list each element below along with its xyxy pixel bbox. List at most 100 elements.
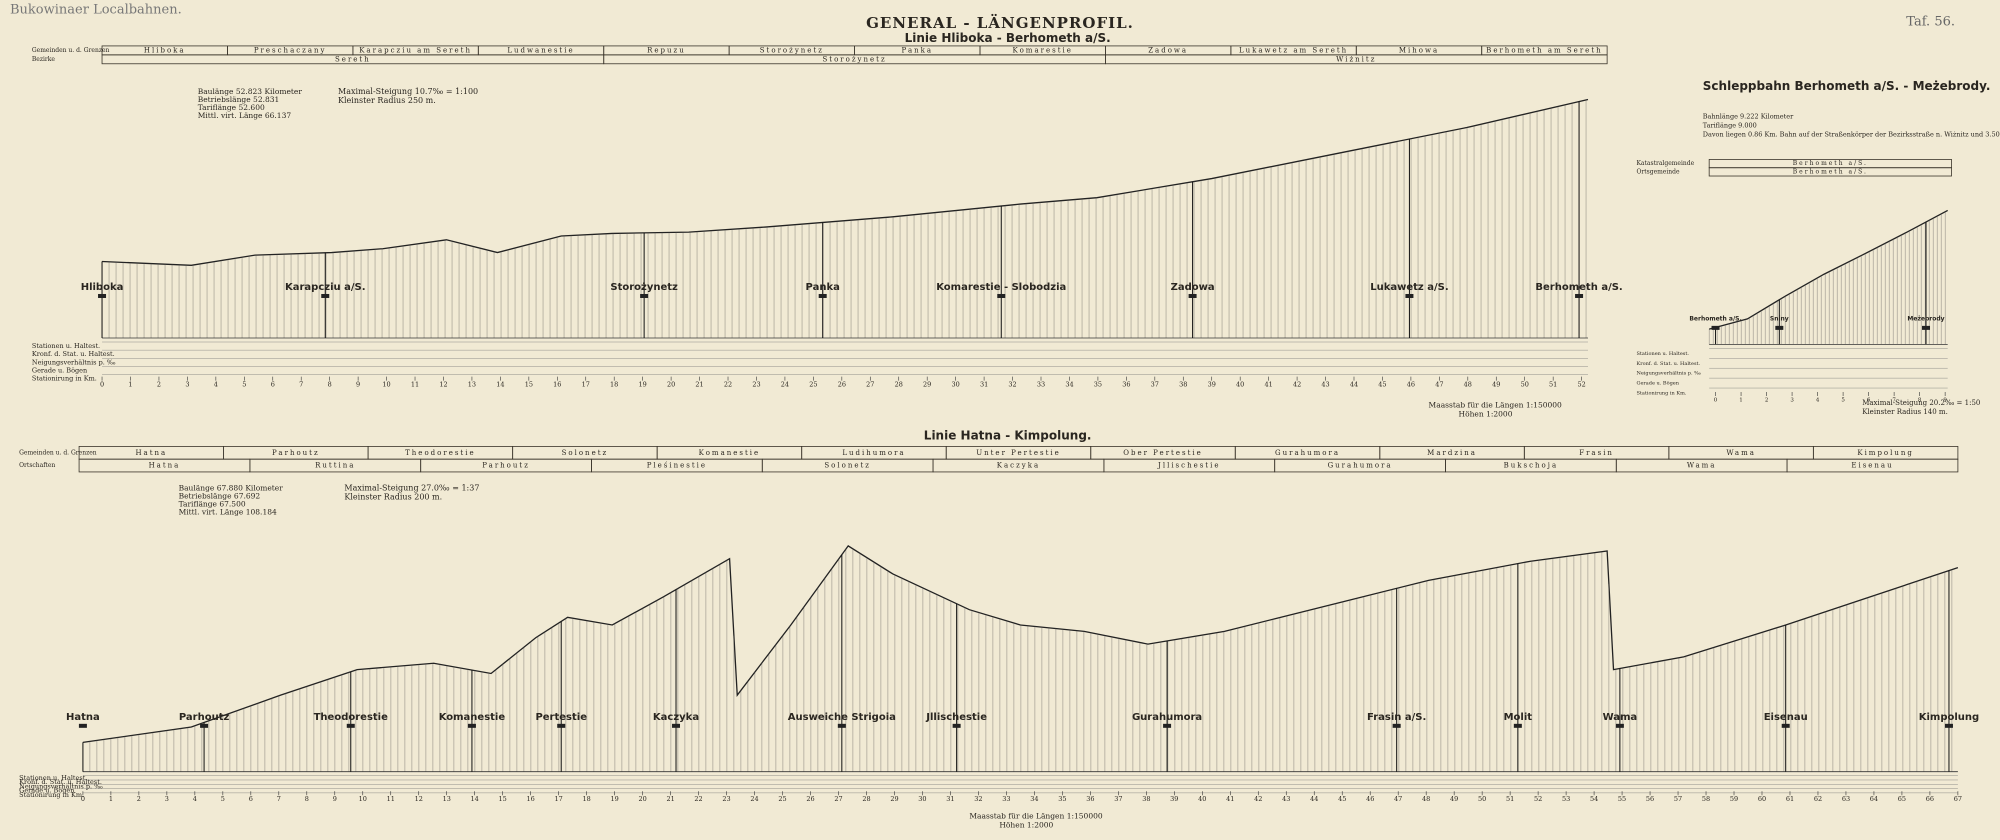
km-label: 14	[496, 381, 504, 389]
km-label: 15	[525, 381, 533, 389]
km-label: 53	[1562, 795, 1570, 803]
km-label: 67	[1954, 795, 1962, 803]
km-label: 44	[1310, 795, 1318, 803]
station-flag	[952, 723, 961, 728]
km-label: 21	[695, 381, 703, 389]
station-name: Berhometh a/S.	[1689, 315, 1741, 322]
row-label: Stationen u. Haltest.	[19, 774, 87, 782]
station-flag	[1188, 293, 1197, 298]
scale-note: Maasstab für die Längen 1:150000	[969, 811, 1102, 820]
station-name: Wama	[1603, 712, 1638, 723]
km-label: 58	[1702, 795, 1710, 803]
km-label: 51	[1549, 381, 1557, 389]
km-label: 26	[806, 795, 814, 803]
profile: Linie Hatna - Kimpolung. Gemeinden u. d. …	[19, 429, 1979, 830]
band-label: Ortschaften	[19, 462, 55, 469]
km-label: 5	[1841, 397, 1845, 403]
band-name: Pleśinestie	[647, 462, 707, 470]
band-label: Gemeinden u. d. Grenzen	[32, 47, 110, 54]
km-label: 37	[1114, 795, 1122, 803]
km-label: 28	[862, 795, 870, 803]
scale-note: Höhen 1:2000	[1459, 410, 1513, 419]
station-flag	[1944, 723, 1953, 728]
km-label: 34	[1065, 381, 1073, 389]
stat-line: Baulänge 52.823 Kilometer	[198, 87, 303, 96]
station-flag	[1922, 325, 1931, 330]
km-label: 6	[271, 381, 275, 389]
row-label: Neigungsverhältnis p. ‰	[19, 782, 103, 790]
band-name: Lukawetz am Sereth	[1239, 46, 1348, 54]
km-label: 3	[185, 381, 189, 389]
km-label: 52	[1577, 381, 1585, 389]
km-label: 41	[1226, 795, 1234, 803]
row-label: Kronf. d. Stat. u. Haltest.	[19, 778, 102, 786]
km-label: 11	[387, 795, 395, 803]
km-label: 60	[1758, 795, 1766, 803]
band-name: Repuzu	[647, 46, 686, 54]
km-label: 0	[1714, 397, 1718, 403]
km-label: 9	[333, 795, 337, 803]
station-name: Komarestie - Slobodzia	[936, 282, 1066, 293]
gradient-note: Maximal-Steigung 27.0‰ = 1:37	[344, 484, 479, 493]
band-cell	[1786, 458, 1959, 473]
band-label: Katastralgemeinde	[1636, 160, 1694, 167]
km-label: 65	[1898, 795, 1906, 803]
band-name: Wama	[1687, 462, 1717, 470]
stat-line: Mittl. virt. Länge 66.137	[198, 111, 292, 120]
band-name: Unter Pertestie	[976, 449, 1061, 457]
km-label: 8	[328, 381, 332, 389]
scale-note: Maasstab für die Längen 1:150000	[1429, 401, 1562, 410]
km-label: 50	[1521, 381, 1529, 389]
km-label: 61	[1786, 795, 1794, 803]
row-label: Kronf. d. Stat. u. Haltest.	[1636, 361, 1700, 367]
stat-line: Betriebslänge 67.692	[179, 492, 261, 501]
station-name: Pertestie	[535, 712, 587, 723]
station-name: Molit	[1504, 712, 1533, 723]
km-label: 34	[1030, 795, 1038, 803]
km-label: 30	[952, 381, 960, 389]
stat-line: Tariflänge 9.000	[1703, 122, 1757, 130]
km-label: 46	[1407, 381, 1415, 389]
stat-line: Mittl. virt. Länge 108.184	[179, 508, 277, 517]
band-name: Karapcziu am Sereth	[359, 46, 472, 54]
station-flag	[346, 723, 355, 728]
km-label: 2	[157, 381, 161, 389]
band-cell	[1105, 54, 1608, 65]
km-label: 40	[1236, 381, 1244, 389]
station-flag	[1575, 293, 1584, 298]
km-label: 35	[1058, 795, 1066, 803]
km-label: 39	[1170, 795, 1178, 803]
km-label: 23	[752, 381, 760, 389]
km-label: 47	[1394, 795, 1402, 803]
station-flag	[997, 293, 1006, 298]
row-label: Stationirung in Km.	[32, 375, 97, 383]
gradient-note: Kleinster Radius 250 m.	[338, 96, 436, 105]
band-name: Mardzina	[1427, 449, 1477, 457]
km-label: 6	[249, 795, 253, 803]
band-name: Theodorestie	[405, 449, 476, 457]
station-flag	[1615, 723, 1624, 728]
km-label: 3	[1790, 397, 1794, 403]
km-label: 14	[471, 795, 479, 803]
station-flag	[557, 723, 566, 728]
band-name: Berhometh am Sereth	[1486, 46, 1602, 54]
station-flag	[98, 293, 107, 298]
km-label: 10	[359, 795, 367, 803]
station-name: Hliboka	[81, 282, 124, 293]
km-label: 5	[221, 795, 225, 803]
station-name: Jllischestie	[925, 712, 987, 723]
km-label: 26	[838, 381, 846, 389]
band-name: Ludwanestie	[507, 46, 574, 54]
band-name: Zadowa	[1148, 46, 1188, 54]
station-name: Zadowa	[1171, 282, 1215, 293]
gradient-note: Kleinster Radius 140 m.	[1862, 408, 1948, 416]
station-name: Gurahumora	[1132, 712, 1202, 723]
station-name: Komanestie	[439, 712, 506, 723]
km-label: 33	[1002, 795, 1010, 803]
band-name: Komarestie	[1013, 46, 1073, 54]
km-label: 24	[750, 795, 758, 803]
km-label: 18	[582, 795, 590, 803]
band-label: Ortsgemeinde	[1636, 168, 1680, 175]
km-label: 8	[305, 795, 309, 803]
station-name: Parhoutz	[179, 712, 230, 723]
